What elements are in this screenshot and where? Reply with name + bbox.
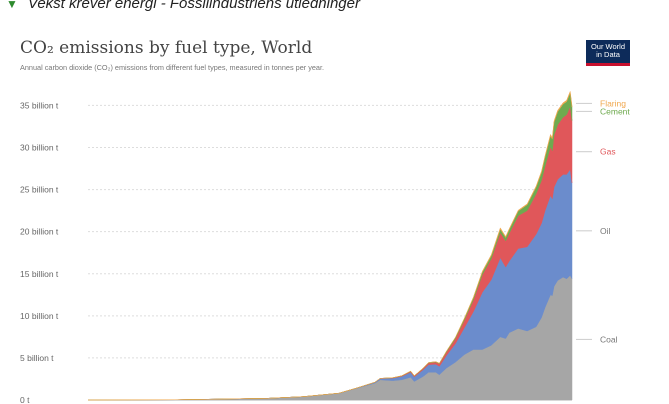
legend-label-flaring: Flaring xyxy=(600,98,626,108)
series-areas xyxy=(87,90,573,401)
y-tick-label: 15 billion t xyxy=(20,269,59,279)
y-tick-label: 5 billion t xyxy=(20,353,54,363)
legend-label-coal: Coal xyxy=(600,334,618,344)
y-tick-label: 20 billion t xyxy=(20,227,59,237)
triangle-down-icon: ▼ xyxy=(6,0,18,11)
owid-logo[interactable]: Our World in Data xyxy=(586,40,630,66)
area-flaring xyxy=(87,90,573,401)
legend-label-gas: Gas xyxy=(600,147,616,157)
chart-subtitle: Annual carbon dioxide (CO₂) emissions fr… xyxy=(20,63,325,72)
legend-label-oil: Oil xyxy=(600,226,611,236)
logo-line1: Our World xyxy=(590,42,626,51)
caption-text: Vekst krever energi - Fossilindustriens … xyxy=(27,0,360,12)
legend-label-cement: Cement xyxy=(600,106,630,116)
logo-line2: in Data xyxy=(596,50,620,59)
y-tick-label: 0 t xyxy=(20,395,30,404)
y-tick-label: 30 billion t xyxy=(20,143,59,153)
y-tick-label: 10 billion t xyxy=(20,311,59,321)
page-caption: ▼ Vekst krever energi - Fossilindustriens… xyxy=(6,0,360,13)
y-tick-label: 35 billion t xyxy=(20,100,59,110)
y-axis-labels: 0 t 5 billion t 10 billion t 15 billion t 20… xyxy=(20,100,59,404)
legend-leaders xyxy=(576,102,592,340)
y-tick-label: 25 billion t xyxy=(20,185,59,195)
chart-title: CO₂ emissions by fuel type, World xyxy=(20,38,313,58)
